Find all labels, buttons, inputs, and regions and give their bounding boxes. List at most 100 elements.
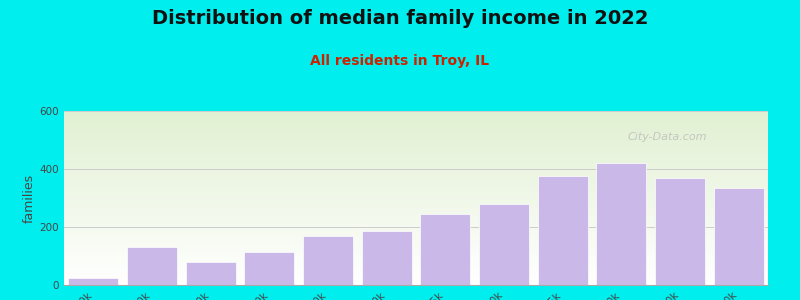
Bar xyxy=(303,236,353,285)
Bar xyxy=(245,252,294,285)
Bar xyxy=(64,208,768,209)
Bar xyxy=(64,146,768,147)
Bar xyxy=(64,226,768,227)
Bar xyxy=(64,232,768,233)
Bar xyxy=(64,250,768,251)
Bar xyxy=(64,156,768,157)
Bar xyxy=(64,276,768,277)
Bar xyxy=(64,252,768,253)
Bar xyxy=(64,194,768,195)
Bar xyxy=(64,244,768,245)
Bar xyxy=(64,126,768,127)
Bar xyxy=(64,121,768,122)
Bar xyxy=(64,131,768,132)
Bar xyxy=(64,239,768,240)
Bar xyxy=(64,182,768,183)
Bar xyxy=(64,205,768,206)
Bar xyxy=(64,215,768,216)
Bar xyxy=(64,115,768,116)
Bar xyxy=(64,147,768,148)
Bar xyxy=(64,165,768,166)
Bar xyxy=(64,280,768,281)
Bar xyxy=(64,235,768,236)
Bar xyxy=(64,148,768,149)
Bar xyxy=(64,264,768,265)
Bar xyxy=(64,128,768,129)
Bar xyxy=(64,269,768,270)
Bar xyxy=(64,251,768,252)
Bar xyxy=(64,137,768,138)
Bar xyxy=(64,183,768,184)
Bar xyxy=(64,168,768,169)
Bar xyxy=(64,133,768,134)
Bar xyxy=(64,236,768,237)
Bar xyxy=(64,256,768,257)
Bar xyxy=(64,274,768,275)
Bar xyxy=(64,206,768,207)
Bar xyxy=(64,184,768,185)
Bar xyxy=(64,169,768,170)
Bar xyxy=(64,211,768,212)
Bar xyxy=(64,199,768,200)
Bar xyxy=(64,113,768,114)
Bar xyxy=(64,198,768,199)
Bar xyxy=(64,212,768,213)
Bar xyxy=(64,260,768,261)
Bar xyxy=(64,266,768,267)
Bar xyxy=(64,129,768,130)
Bar xyxy=(64,135,768,136)
Bar xyxy=(64,134,768,135)
Bar xyxy=(64,267,768,268)
Bar xyxy=(64,201,768,202)
Bar xyxy=(64,150,768,151)
Bar xyxy=(64,237,768,238)
Bar xyxy=(64,117,768,118)
Bar xyxy=(64,200,768,201)
Bar xyxy=(64,175,768,176)
Bar xyxy=(64,158,768,159)
Bar xyxy=(64,202,768,203)
Bar xyxy=(64,255,768,256)
Bar xyxy=(64,157,768,158)
Bar xyxy=(64,171,768,172)
Bar xyxy=(64,118,768,119)
Bar xyxy=(64,173,768,174)
Bar xyxy=(64,247,768,248)
Bar xyxy=(69,278,118,285)
Bar xyxy=(64,187,768,188)
Bar xyxy=(714,188,763,285)
Bar xyxy=(64,160,768,161)
Bar xyxy=(64,185,768,186)
Bar xyxy=(64,145,768,146)
Bar xyxy=(64,122,768,123)
Bar xyxy=(64,277,768,278)
Bar xyxy=(64,207,768,208)
Bar xyxy=(64,152,768,153)
Bar xyxy=(64,162,768,163)
Bar xyxy=(64,174,768,175)
Bar xyxy=(362,231,411,285)
Bar xyxy=(64,258,768,259)
Bar xyxy=(64,177,768,178)
Bar xyxy=(64,213,768,214)
Bar xyxy=(64,283,768,284)
Bar xyxy=(64,124,768,125)
Bar xyxy=(64,225,768,226)
Bar xyxy=(64,193,768,194)
Bar xyxy=(127,247,177,285)
Bar xyxy=(64,240,768,241)
Bar xyxy=(64,196,768,197)
Bar xyxy=(64,136,768,137)
Bar xyxy=(64,284,768,285)
Bar xyxy=(64,155,768,156)
Bar xyxy=(64,161,768,162)
Text: City-Data.com: City-Data.com xyxy=(627,132,706,142)
Bar xyxy=(64,218,768,219)
Bar xyxy=(64,159,768,160)
Bar xyxy=(186,262,235,285)
Bar xyxy=(64,217,768,218)
Bar xyxy=(64,257,768,258)
Bar xyxy=(64,120,768,121)
Bar xyxy=(64,265,768,266)
Bar xyxy=(64,163,768,164)
